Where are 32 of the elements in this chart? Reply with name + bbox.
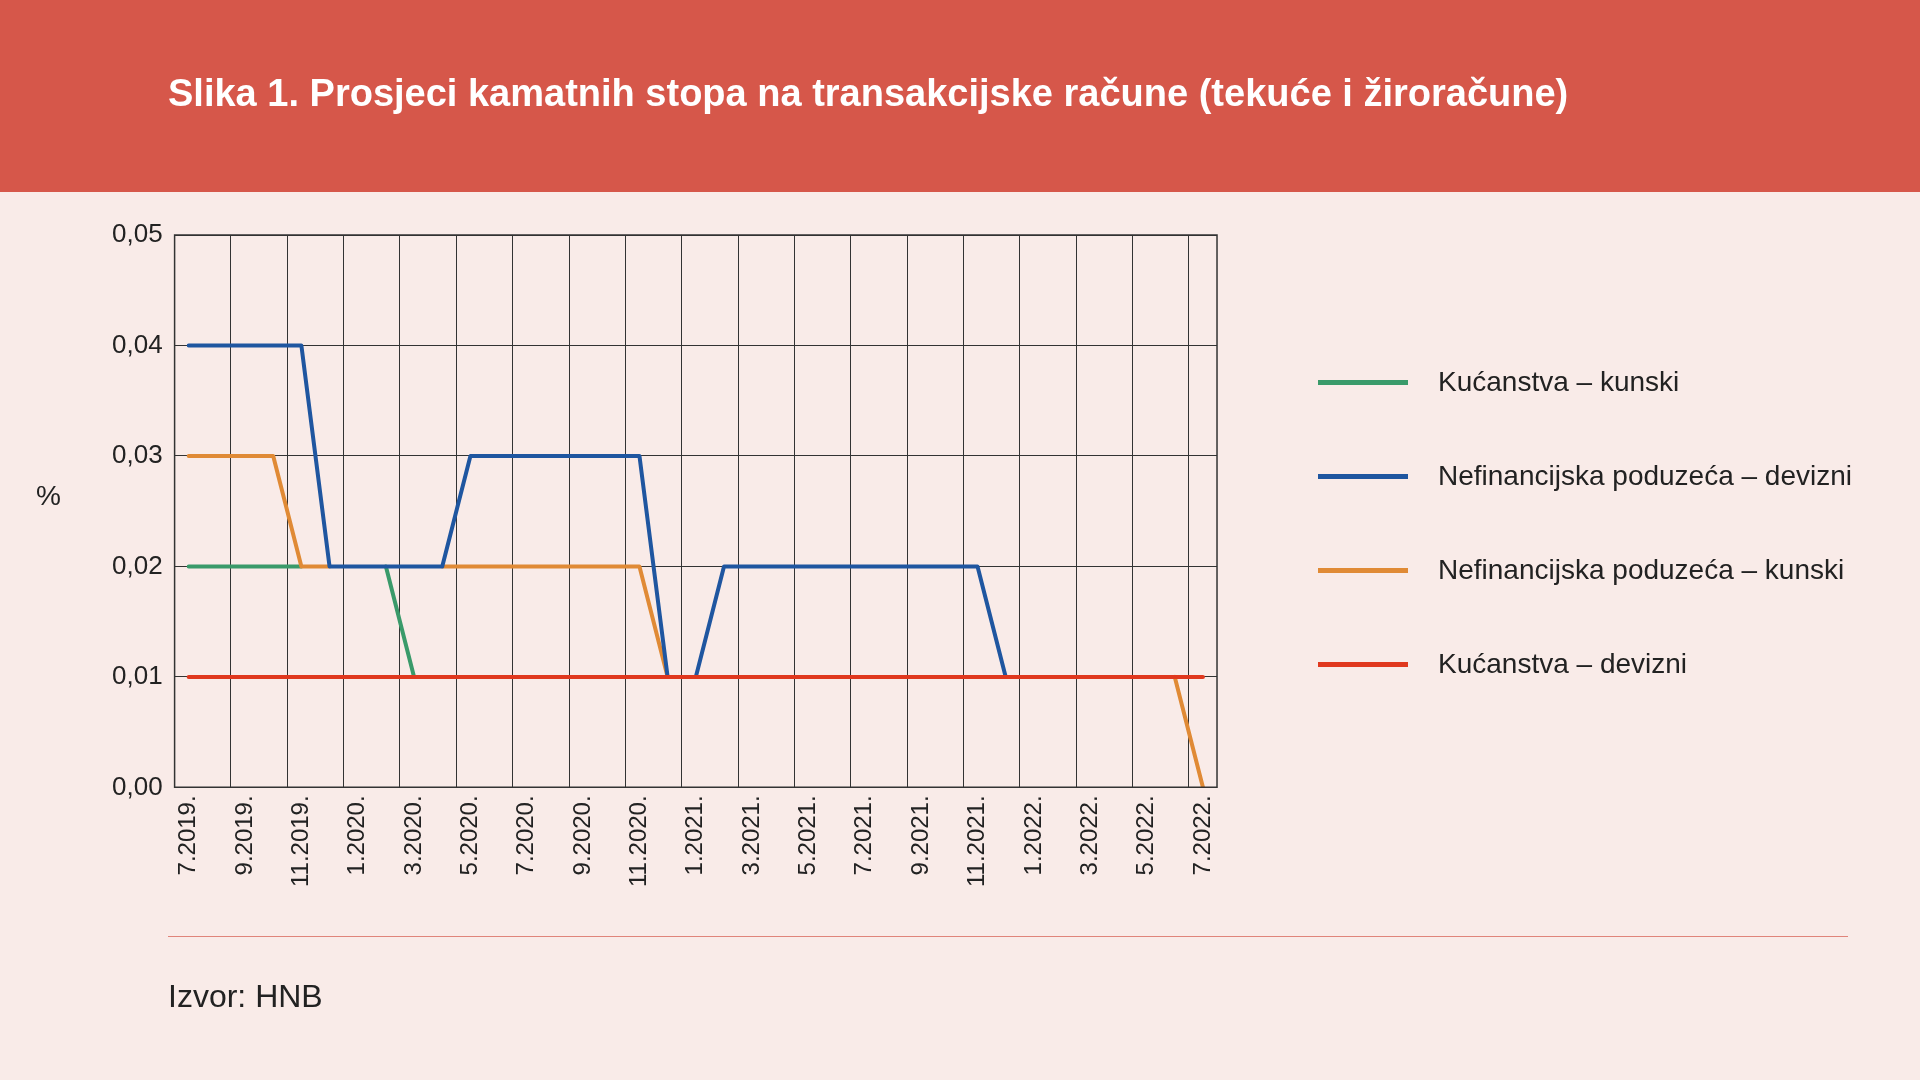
x-tick-label: 3.2022. — [1074, 795, 1102, 876]
x-tick-label: 1.2020. — [342, 795, 370, 876]
legend-label: Kućanstva – devizni — [1438, 648, 1688, 680]
legend-label: Nefinancijska poduzeća – kunski — [1438, 554, 1845, 586]
chart-title: Slika 1. Prosjeci kamatnih stopa na transakcijske račune (tekuće i žiroračune) — [168, 72, 1569, 115]
x-tick-label: 3.2020. — [398, 795, 426, 876]
x-tick-label: 9.2021. — [905, 795, 933, 876]
x-tick-label: 11.2020. — [624, 795, 652, 887]
y-axis-title: % — [36, 480, 61, 512]
x-tick-label: 5.2020. — [455, 795, 483, 876]
y-tick-label: 0,02 — [111, 549, 163, 580]
x-tick-label: 7.2019. — [173, 795, 201, 876]
x-tick-label: 11.2019. — [286, 795, 314, 887]
x-tick-label: 11.2021. — [962, 795, 990, 887]
y-tick-label: 0,03 — [111, 439, 163, 470]
x-tick-label: 1.2022. — [1018, 795, 1046, 876]
legend-label: Kućanstva – kunski — [1438, 366, 1680, 398]
x-tick-label: 9.2020. — [567, 795, 595, 876]
y-tick-label: 0,00 — [111, 770, 163, 801]
x-tick-label: 7.2022. — [1187, 795, 1215, 876]
y-tick-label: 0,04 — [111, 328, 163, 359]
legend-label: Nefinancijska poduzeća – devizni — [1438, 460, 1853, 492]
x-tick-label: 3.2021. — [736, 795, 764, 876]
x-tick-label: 1.2021. — [680, 795, 708, 876]
y-tick-label: 0,05 — [111, 218, 163, 249]
text: Izvor: HNB — [168, 978, 323, 1015]
x-tick-label: 9.2019. — [229, 795, 257, 876]
x-tick-label: 7.2021. — [849, 795, 877, 876]
x-tick-label: 5.2021. — [793, 795, 821, 876]
x-tick-label: 5.2022. — [1131, 795, 1159, 876]
y-tick-label: 0,01 — [111, 660, 163, 691]
x-tick-label: 7.2020. — [511, 795, 539, 876]
